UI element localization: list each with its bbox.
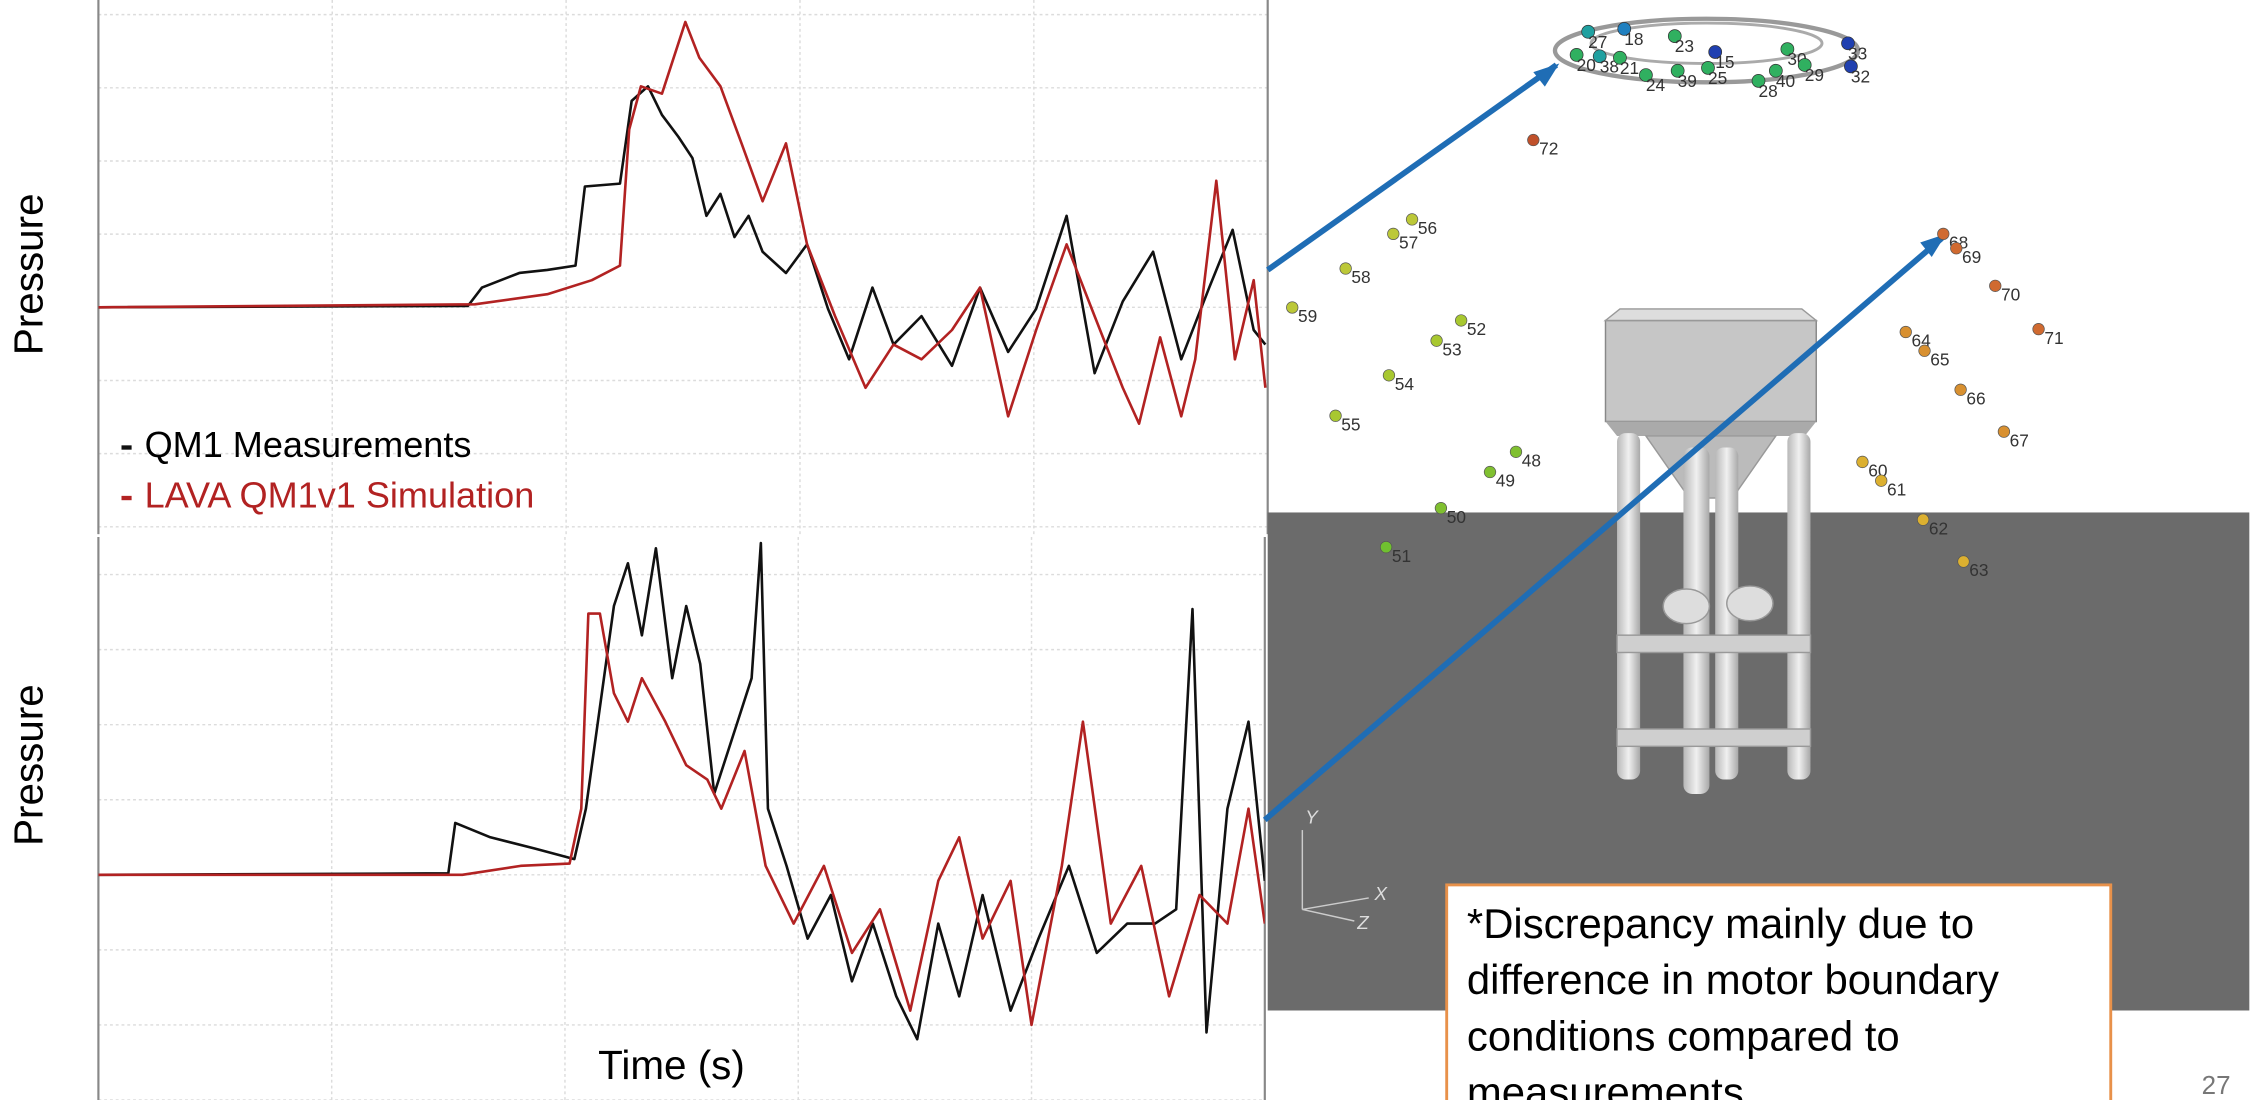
sensor xyxy=(1919,345,1931,357)
charts: QM1 Measurements LAVA QM1v1 Simulation Pre… xyxy=(6,0,1268,1100)
sensor-label: 48 xyxy=(1522,451,1541,471)
sensor-label: 58 xyxy=(1351,267,1370,287)
sensor-label: 20 xyxy=(1577,55,1596,75)
sensor xyxy=(1383,370,1395,382)
plot-area xyxy=(98,543,1264,1039)
series-line xyxy=(98,86,1265,373)
chart: QM1 Measurements LAVA QM1v1 Simulation Pre… xyxy=(6,0,1268,534)
leg xyxy=(1617,433,1640,779)
sensor-label: 59 xyxy=(1298,306,1317,326)
sensor-label: 61 xyxy=(1887,479,1906,499)
sensor xyxy=(1435,502,1447,514)
axis-letter: X xyxy=(1374,883,1389,904)
brace xyxy=(1617,729,1810,746)
arrow-head xyxy=(1533,64,1559,87)
sensor xyxy=(1340,263,1352,275)
note-box: *Discrepancy mainly due to difference in … xyxy=(1447,885,2111,1100)
chart: Pressure Time (s) xyxy=(6,537,1265,1100)
legend-label: LAVA QM1v1 Simulation xyxy=(145,475,535,516)
sensor xyxy=(1917,514,1929,526)
sensors: 7256575859525354554849505168697071646566… xyxy=(1286,22,2063,580)
brace xyxy=(1617,635,1810,652)
sensor xyxy=(1958,556,1970,568)
series-line xyxy=(98,543,1264,1039)
note-line: difference in motor boundary xyxy=(1467,956,1999,1003)
sensor xyxy=(1510,446,1522,458)
nozzle xyxy=(1663,589,1709,624)
sensor-label: 32 xyxy=(1851,67,1870,87)
sensor xyxy=(2033,323,2045,335)
sensor xyxy=(1998,426,2010,438)
sensor-label: 67 xyxy=(2010,430,2029,450)
sensor xyxy=(1380,541,1392,553)
sensor-label: 66 xyxy=(1966,388,1985,408)
sensor xyxy=(1528,134,1540,146)
series-line xyxy=(98,22,1265,424)
y-axis-label: Pressure xyxy=(6,684,52,846)
legend-label: QM1 Measurements xyxy=(145,424,472,465)
sensor-label: 69 xyxy=(1962,247,1981,267)
sensor-label: 21 xyxy=(1620,58,1639,78)
sensor-label: 25 xyxy=(1708,68,1727,88)
sensor-label: 55 xyxy=(1341,414,1360,434)
plot-area xyxy=(98,22,1265,424)
sensor xyxy=(1484,466,1496,478)
sensor-label: 18 xyxy=(1624,29,1643,49)
sensor-label: 49 xyxy=(1496,471,1515,491)
sensor-label: 24 xyxy=(1646,75,1666,95)
note-line: *Discrepancy mainly due to xyxy=(1467,900,1974,947)
sensor-label: 39 xyxy=(1678,71,1697,91)
sensor xyxy=(1406,214,1418,226)
tower-top xyxy=(1605,309,1816,321)
sensor xyxy=(1330,410,1342,422)
sensor xyxy=(1938,228,1950,240)
y-axis-label: Pressure xyxy=(6,193,52,355)
sensor xyxy=(1989,280,2001,292)
sensor-label: 54 xyxy=(1395,374,1415,394)
sensor-label: 51 xyxy=(1392,546,1411,566)
sensor-label: 70 xyxy=(2001,285,2020,305)
series-line xyxy=(98,614,1264,1025)
sensor-label: 53 xyxy=(1442,339,1461,359)
sensor-label: 50 xyxy=(1447,507,1466,527)
scene: Y X Z 7256575859525354554849505168697071… xyxy=(1265,19,2250,1011)
sensor-label: 56 xyxy=(1418,218,1437,238)
hopper xyxy=(1646,436,1776,498)
sensor xyxy=(1955,384,1967,396)
legend-marker xyxy=(122,496,132,500)
sensor-label: 52 xyxy=(1467,319,1486,339)
sensor-label: 40 xyxy=(1776,71,1795,91)
nozzle xyxy=(1727,586,1773,621)
sensor-label: 65 xyxy=(1930,349,1949,369)
slide: QM1 Measurements LAVA QM1v1 Simulation Pre… xyxy=(0,0,2264,1100)
sensor-label: 27 xyxy=(1588,32,1607,52)
sensor xyxy=(1900,326,1912,338)
page: {"chart_data": [ {"type": "line", "ylabe… xyxy=(0,0,2264,1100)
sensor xyxy=(1951,243,1963,255)
page-number: 27 xyxy=(2202,1070,2231,1100)
sensor xyxy=(1455,315,1467,327)
sensor xyxy=(1388,228,1400,240)
sensor xyxy=(1875,475,1887,487)
sensor-label: 72 xyxy=(1539,139,1558,159)
note-line: conditions compared to xyxy=(1467,1012,1900,1059)
leg xyxy=(1787,433,1810,779)
sensor-label: 23 xyxy=(1675,36,1694,56)
sensor-label: 29 xyxy=(1805,65,1824,85)
legend-marker xyxy=(122,445,132,449)
axis-letter: Y xyxy=(1305,806,1319,827)
sensor xyxy=(1286,302,1298,314)
sensor-label: 63 xyxy=(1969,560,1988,580)
sensor xyxy=(1431,335,1443,347)
x-axis-label: Time (s) xyxy=(598,1042,745,1088)
sensor xyxy=(1857,456,1869,468)
sensor-label: 57 xyxy=(1399,233,1418,253)
axis-letter: Z xyxy=(1356,912,1369,933)
sensor-label: 71 xyxy=(2044,328,2063,348)
sensor-label: 62 xyxy=(1929,518,1948,538)
note-line: measurements xyxy=(1467,1069,1744,1100)
